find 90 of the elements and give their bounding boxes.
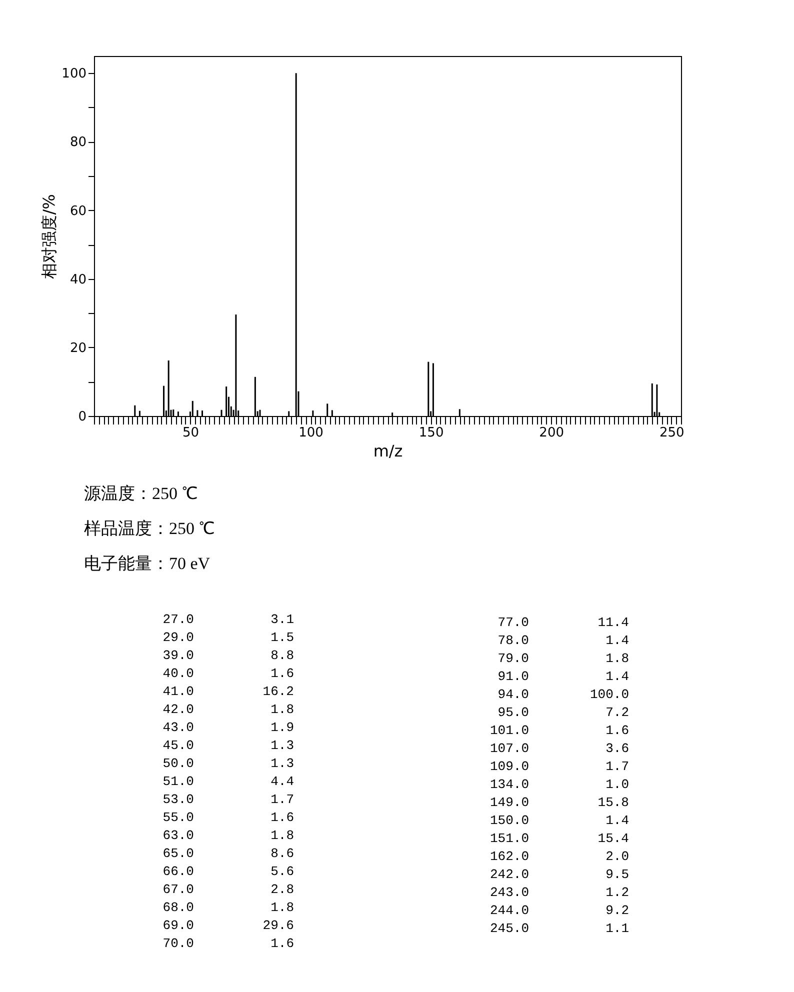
text: 1.6: [270, 666, 294, 681]
category-label: 50.0: [162, 756, 194, 771]
text: 7.2: [606, 705, 629, 720]
x-tick-label: 50: [182, 426, 200, 440]
category-label: 39.0: [162, 648, 194, 663]
category-label: 40.0: [162, 666, 194, 681]
category-label: 78.0: [498, 633, 529, 648]
x-tick-label: 150: [418, 426, 444, 440]
category-label: 41.0: [162, 684, 194, 699]
category-label: 67.0: [162, 882, 194, 897]
category-label: 63.0: [162, 828, 194, 843]
text: 16.2: [262, 684, 294, 699]
category-label: 244.0: [490, 903, 529, 918]
y-axis-title: 相对强度/%: [40, 194, 59, 279]
category-label: 77.0: [498, 615, 529, 630]
category-label: 68.0: [162, 900, 194, 915]
text: 1.7: [270, 792, 294, 807]
category-label: 243.0: [490, 885, 529, 900]
text: 1.1: [606, 921, 629, 936]
category-label: 91.0: [498, 669, 529, 684]
category-label: 149.0: [490, 795, 529, 810]
text: 1.4: [606, 813, 629, 828]
text: 5.6: [270, 864, 294, 879]
text: 2.0: [606, 849, 629, 864]
text: 1.8: [270, 828, 294, 843]
category-label: 245.0: [490, 921, 529, 936]
text: 11.4: [598, 615, 629, 630]
text: 1.6: [270, 810, 294, 825]
text: 2.8: [270, 882, 294, 897]
x-tick-label: 200: [539, 426, 564, 440]
category-label: 66.0: [162, 864, 194, 879]
category-label: 242.0: [490, 867, 529, 882]
text: 1.9: [270, 720, 294, 735]
category-label: 45.0: [162, 738, 194, 753]
text: 15.4: [598, 831, 629, 846]
category-label: 151.0: [490, 831, 529, 846]
y-tick-label: 40: [70, 272, 86, 288]
category-label: 95.0: [498, 705, 529, 720]
text: 1.7: [606, 759, 629, 774]
category-label: 29.0: [162, 630, 194, 645]
text: 29.6: [262, 918, 294, 933]
y-tick-label: 100: [62, 66, 86, 82]
text: 9.5: [606, 867, 629, 882]
category-label: 162.0: [490, 849, 529, 864]
text: 1.8: [270, 702, 294, 717]
category-label: 51.0: [162, 774, 194, 789]
text: 1.4: [606, 669, 629, 684]
text: 15.8: [598, 795, 629, 810]
x-tick-label: 250: [659, 426, 684, 440]
category-label: 107.0: [490, 741, 529, 756]
x-tick-label: 100: [298, 426, 324, 440]
y-tick-label: 80: [70, 135, 86, 150]
text: 8.6: [270, 846, 294, 861]
category-label: 65.0: [162, 846, 194, 861]
category-label: 94.0: [498, 687, 529, 702]
text: 9.2: [606, 903, 629, 918]
text: 1.3: [270, 738, 294, 753]
text: 1.5: [270, 630, 294, 645]
category-label: 55.0: [162, 810, 194, 825]
text: 电子能量：70 eV: [84, 554, 211, 573]
text: 源温度：250 ℃: [84, 484, 198, 503]
y-tick-label: 20: [70, 340, 86, 356]
text: 1.4: [606, 633, 629, 648]
text: 4.4: [270, 774, 294, 789]
text: 1.3: [270, 756, 294, 771]
y-tick-label: 60: [70, 204, 86, 219]
category-label: 101.0: [490, 723, 529, 738]
text: 1.6: [270, 936, 294, 951]
y-tick-label: 0: [78, 410, 86, 424]
category-label: 150.0: [490, 813, 529, 828]
text: 1.0: [606, 777, 629, 792]
text: 3.1: [270, 612, 294, 627]
text: 1.8: [270, 900, 294, 915]
category-label: 109.0: [490, 759, 529, 774]
category-label: 27.0: [162, 612, 194, 627]
category-label: 134.0: [490, 777, 529, 792]
category-label: 79.0: [498, 651, 529, 666]
category-label: 69.0: [162, 918, 194, 933]
category-label: 53.0: [162, 792, 194, 807]
x-axis-title: m/z: [373, 442, 403, 460]
text: 1.2: [606, 885, 629, 900]
text: 100.0: [590, 687, 629, 702]
text: 3.6: [606, 741, 629, 756]
category-label: 42.0: [162, 702, 194, 717]
text: 1.8: [606, 651, 629, 666]
category-label: 43.0: [162, 720, 194, 735]
text: 1.6: [606, 723, 629, 738]
text: 8.8: [270, 648, 294, 663]
category-label: 70.0: [162, 936, 194, 951]
text: 样品温度：250 ℃: [84, 519, 215, 538]
